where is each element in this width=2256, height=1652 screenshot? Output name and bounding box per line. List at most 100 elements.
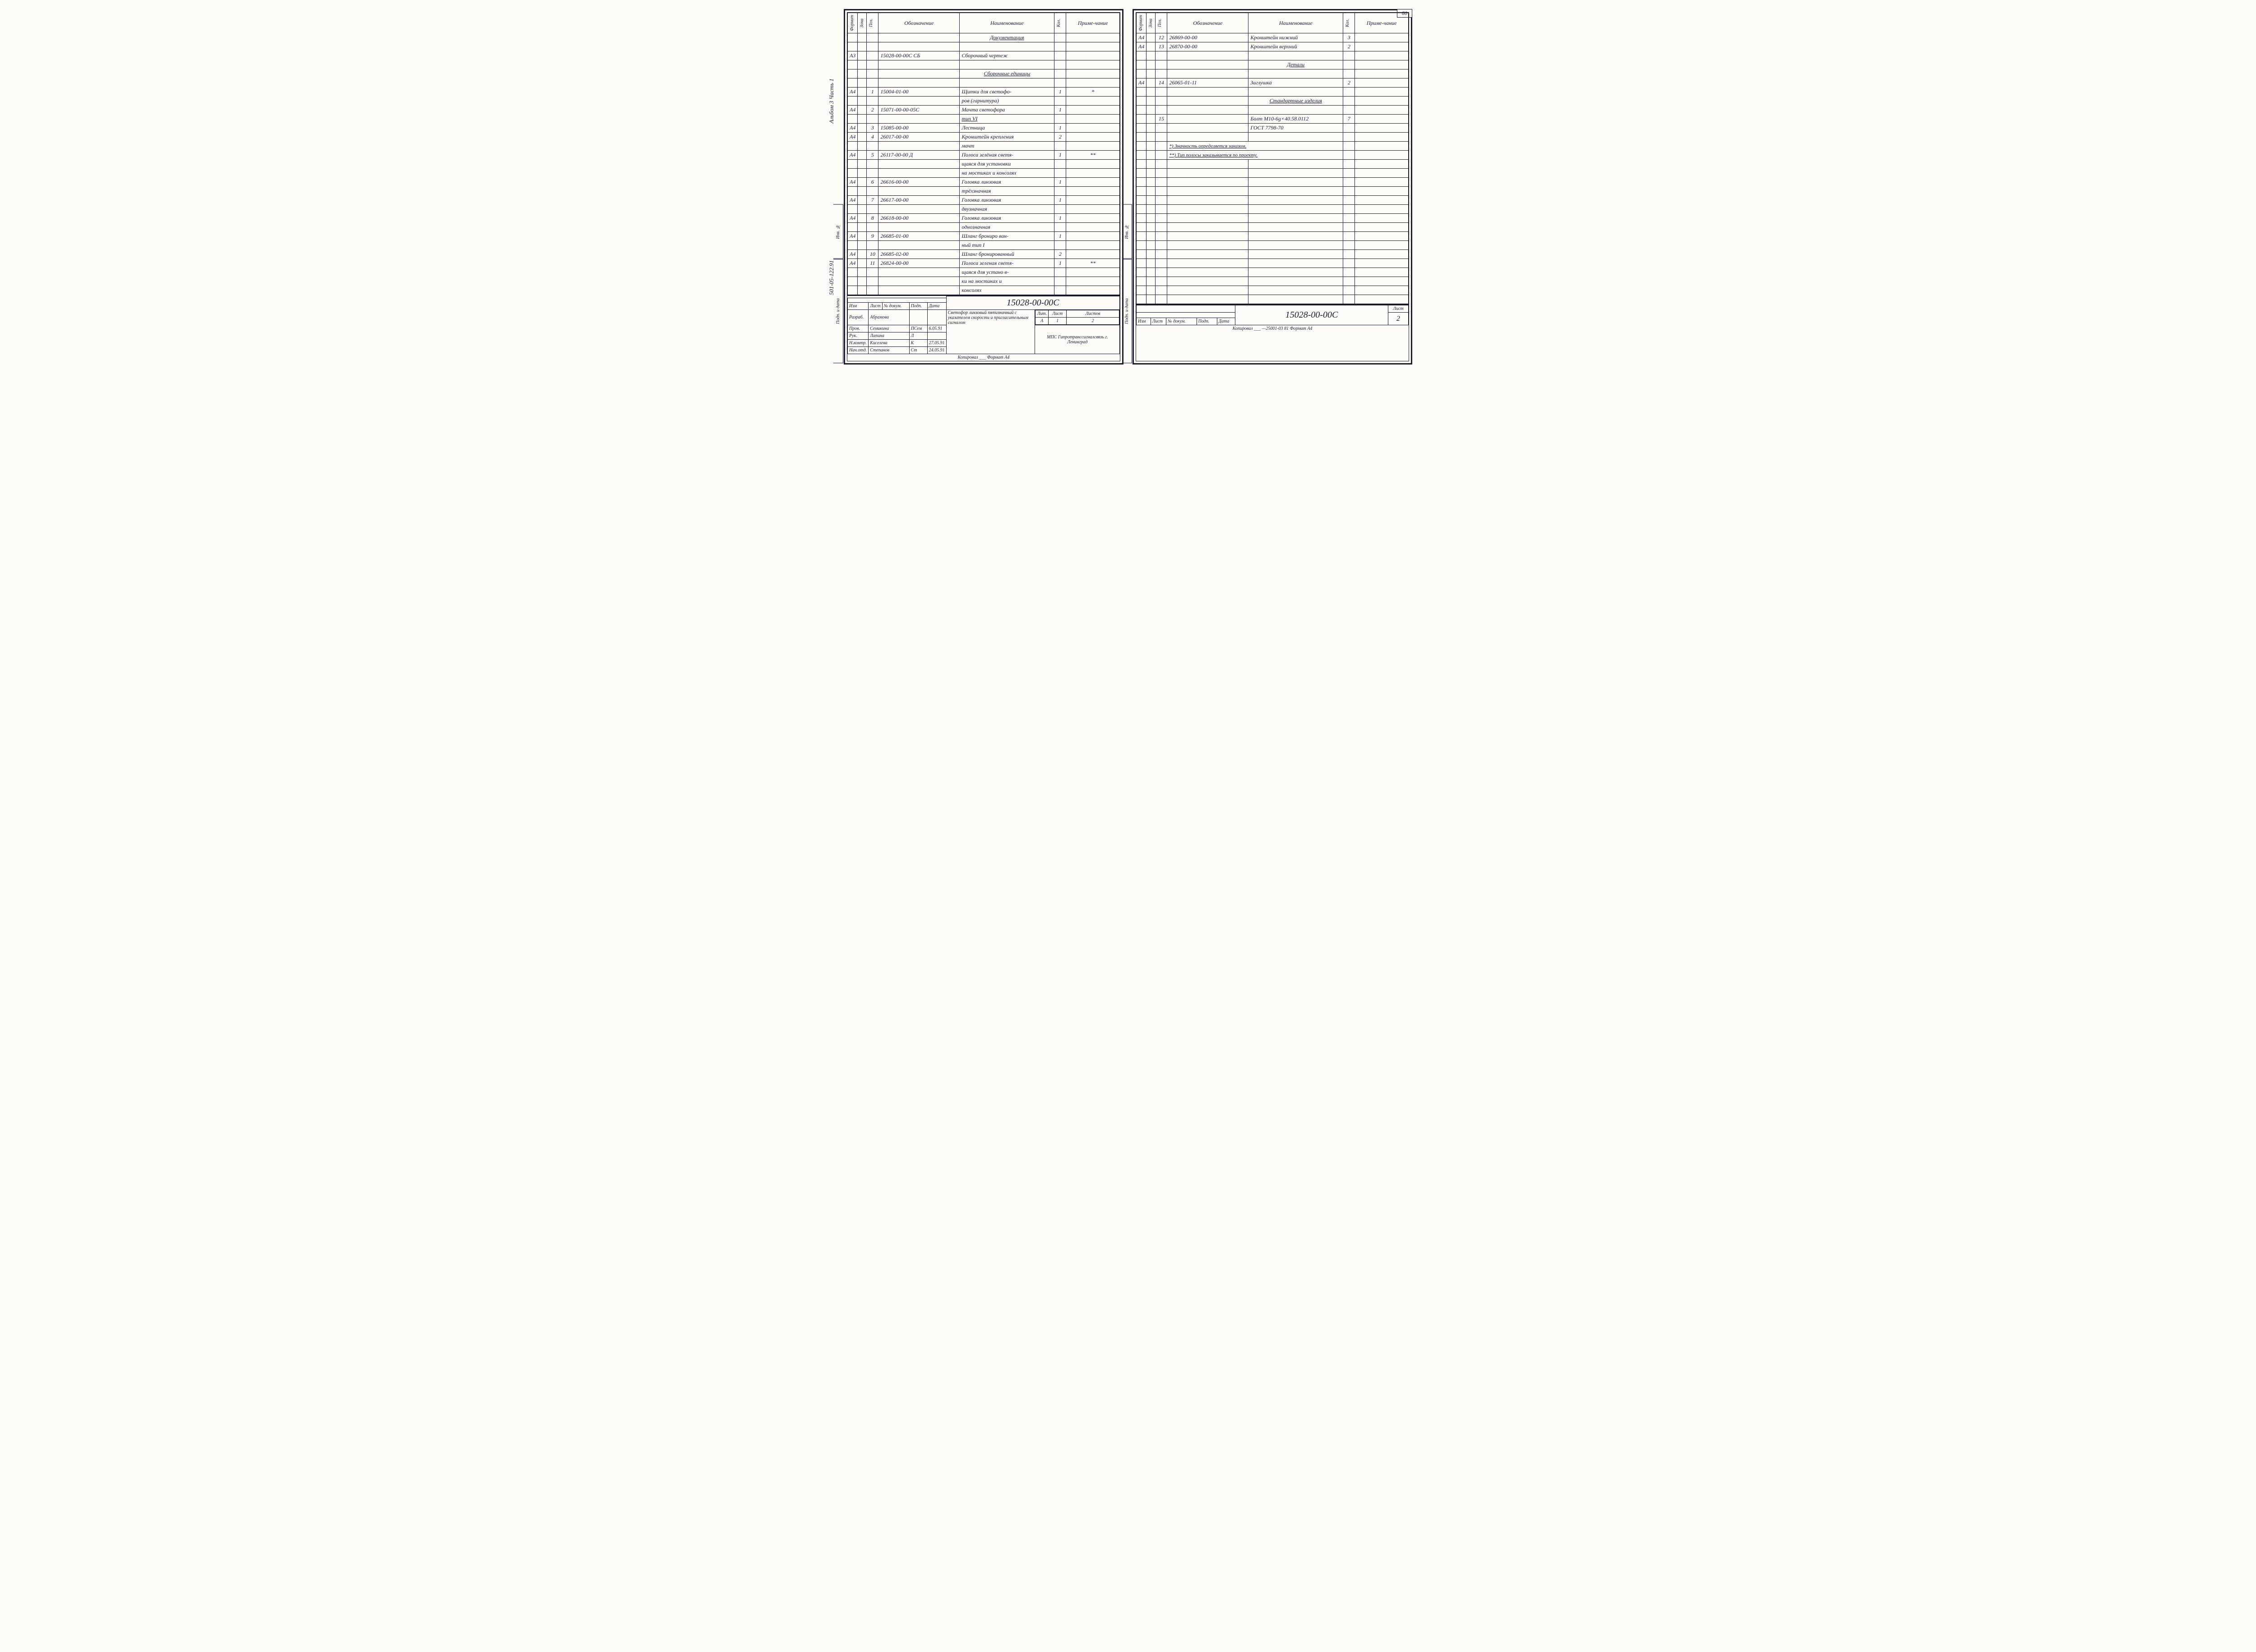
table-row xyxy=(1137,106,1409,115)
cell xyxy=(1137,106,1146,115)
cell xyxy=(1355,133,1409,142)
cell: 3 xyxy=(1343,33,1355,42)
cell: Головка линзовая xyxy=(960,196,1054,205)
cell: щаяся для установки xyxy=(960,160,1054,169)
rev-sign-r: Подп. xyxy=(1197,318,1217,325)
cell xyxy=(1355,223,1409,232)
table-row: А41226869-00-00Кронштейн нижний3 xyxy=(1137,33,1409,42)
cell xyxy=(1343,142,1355,151)
org: МПС Гипротранссигналсвязь г. Ленинград xyxy=(1035,325,1120,354)
table-row: однозначная xyxy=(848,223,1120,232)
cell xyxy=(867,286,878,295)
cell xyxy=(1146,106,1156,115)
table-row: ки на мостиках и xyxy=(848,277,1120,286)
cell xyxy=(1343,133,1355,142)
hdr-name: Наименование xyxy=(960,13,1054,33)
cell xyxy=(1054,205,1066,214)
cell xyxy=(1156,196,1167,205)
cell: 15071-00-00-05С xyxy=(878,106,960,115)
table-row: на мостиках и консолях xyxy=(848,169,1120,178)
note-cell: *) Значность определяется заказом. xyxy=(1167,142,1343,151)
table-row xyxy=(1137,286,1409,295)
cell xyxy=(1137,97,1146,106)
cell: ГОСТ 7798-70 xyxy=(1248,124,1343,133)
cell: Сборочные единицы xyxy=(960,69,1054,78)
cell: 15028-00-00С СБ xyxy=(878,51,960,60)
cell xyxy=(1066,69,1120,78)
cell xyxy=(1066,277,1120,286)
rev-izm-r: Изм xyxy=(1137,318,1151,325)
header-row: Формат Зона Поз. Обозначение Наименовани… xyxy=(848,13,1120,33)
cell: консолях xyxy=(960,286,1054,295)
cell xyxy=(848,241,858,250)
cell xyxy=(1137,214,1146,223)
cell xyxy=(1343,160,1355,169)
cell: 2 xyxy=(1343,42,1355,51)
cell: А4 xyxy=(848,259,858,268)
cell xyxy=(1066,106,1120,115)
cell xyxy=(1146,241,1156,250)
cell xyxy=(1146,250,1156,259)
cell xyxy=(848,277,858,286)
cell: 15004-01-00 xyxy=(878,88,960,97)
cell xyxy=(1355,196,1409,205)
cell xyxy=(1156,178,1167,187)
cell xyxy=(1054,51,1066,60)
cell xyxy=(1137,88,1146,97)
cell: 1 xyxy=(1054,232,1066,241)
cell xyxy=(1054,78,1066,88)
cell: Документация xyxy=(960,33,1054,42)
table-row xyxy=(1137,133,1409,142)
cell xyxy=(1355,187,1409,196)
cell xyxy=(1146,295,1156,304)
table-row xyxy=(1137,178,1409,187)
cell xyxy=(1066,250,1120,259)
cell xyxy=(1066,142,1120,151)
cell xyxy=(1137,160,1146,169)
cell xyxy=(858,241,867,250)
cell xyxy=(867,268,878,277)
cell xyxy=(1248,214,1343,223)
cell xyxy=(858,277,867,286)
table-row: щаяся для установки xyxy=(848,160,1120,169)
table-row: А41126824-00-00Полоса зеленая светя-1** xyxy=(848,259,1120,268)
cell xyxy=(1167,69,1248,78)
cell xyxy=(1248,160,1343,169)
table-row: А315028-00-00С СБСборочный чертеж xyxy=(848,51,1120,60)
footer-right: Копировал ___ —25001-03 81 Формат А4 xyxy=(1136,325,1409,332)
cell xyxy=(867,69,878,78)
table-row: Детали xyxy=(1137,60,1409,69)
lit-val: А xyxy=(1036,318,1049,325)
cell xyxy=(1167,268,1248,277)
cell: 26117-00-00 Д xyxy=(878,151,960,160)
cell xyxy=(1146,133,1156,142)
cell xyxy=(858,223,867,232)
cell xyxy=(1137,133,1146,142)
bom-table-right: Формат Зона Поз. Обозначение Наименовани… xyxy=(1136,13,1409,304)
cell xyxy=(1248,187,1343,196)
cell xyxy=(1054,277,1066,286)
cell xyxy=(1137,205,1146,214)
cell xyxy=(1146,205,1156,214)
table-row: А41326870-00-00Кронштейн верхний2 xyxy=(1137,42,1409,51)
cell: мачт xyxy=(960,142,1054,151)
cell xyxy=(878,69,960,78)
cell xyxy=(1248,268,1343,277)
cell xyxy=(1156,169,1167,178)
cell xyxy=(1066,169,1120,178)
side-label-album: Альбом 3 Часть 1 xyxy=(828,78,835,123)
cell xyxy=(960,42,1054,51)
table-row: Стандартные изделия xyxy=(1137,97,1409,106)
cell: А4 xyxy=(848,151,858,160)
role-4: Нач.отд. xyxy=(848,347,869,354)
cell xyxy=(1066,232,1120,241)
cell xyxy=(1156,124,1167,133)
rev-list-r: Лист xyxy=(1151,318,1166,325)
cell xyxy=(1066,124,1120,133)
cell xyxy=(1146,169,1156,178)
cell xyxy=(1146,160,1156,169)
table-row: ров (гарнитура) xyxy=(848,97,1120,106)
cell xyxy=(1156,214,1167,223)
cell xyxy=(858,142,867,151)
cell xyxy=(1066,268,1120,277)
